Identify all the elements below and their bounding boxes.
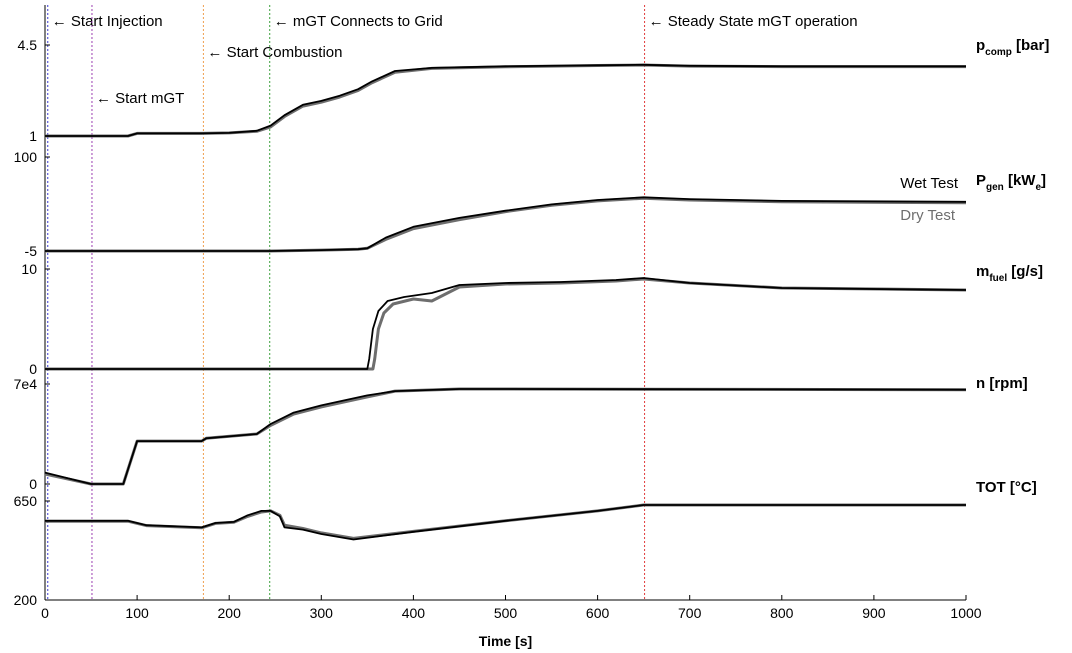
event-annotation: ← Steady State mGT operation: [649, 13, 858, 30]
x-tick-label: 1000: [950, 605, 981, 621]
y-tick-label: 650: [14, 493, 38, 509]
series-line-dry-mfuel: [45, 277, 967, 371]
x-tick-label: 400: [402, 605, 426, 621]
y-tick-label: 4.5: [18, 37, 38, 53]
y-tick-label: 7e4: [14, 376, 38, 392]
x-tick-label: 300: [310, 605, 334, 621]
signal-label-pgen: Pgen [kWe]: [976, 172, 1046, 193]
x-tick-label: 600: [586, 605, 610, 621]
y-tick-label: 100: [14, 149, 38, 165]
y-tick-label: 1: [29, 128, 37, 144]
series-line-wet-tot: [45, 504, 966, 541]
y-tick-label: 0: [29, 476, 37, 492]
series-line-wet-mfuel: [45, 277, 967, 370]
series-line-dry-pgen: [45, 196, 967, 253]
x-tick-label: 700: [678, 605, 702, 621]
series-line-wet-n: [44, 388, 967, 485]
event-annotation: ← Start mGT: [96, 90, 184, 107]
series-line-wet-pcomp: [45, 63, 966, 137]
x-axis-title: Time [s]: [479, 633, 532, 649]
legend-wet-test: Wet Test: [900, 175, 959, 192]
y-tick-label: 0: [29, 361, 37, 377]
y-tick-label: -5: [25, 243, 38, 259]
legend-dry-test: Dry Test: [900, 207, 956, 224]
x-tick-label: 100: [125, 605, 149, 621]
x-tick-label: 800: [770, 605, 794, 621]
signal-label-n: n [rpm]: [976, 375, 1028, 392]
x-tick-label: 500: [494, 605, 518, 621]
event-annotation: ← Start Injection: [52, 13, 163, 30]
series-line-wet-pgen: [45, 196, 967, 252]
signal-label-pcomp: pcomp [bar]: [976, 37, 1049, 58]
signal-label-mfuel: mfuel [g/s]: [976, 263, 1043, 284]
x-tick-label: 900: [862, 605, 886, 621]
y-tick-label: 10: [21, 261, 37, 277]
signal-label-tot: TOT [°C]: [976, 479, 1037, 496]
event-annotation: ← Start Combustion: [207, 44, 342, 61]
series-line-dry-n: [44, 387, 967, 486]
x-tick-label: 0: [41, 605, 49, 621]
x-tick-label: 200: [218, 605, 242, 621]
event-annotation: ← mGT Connects to Grid: [274, 13, 443, 30]
y-tick-label: 200: [14, 592, 38, 608]
